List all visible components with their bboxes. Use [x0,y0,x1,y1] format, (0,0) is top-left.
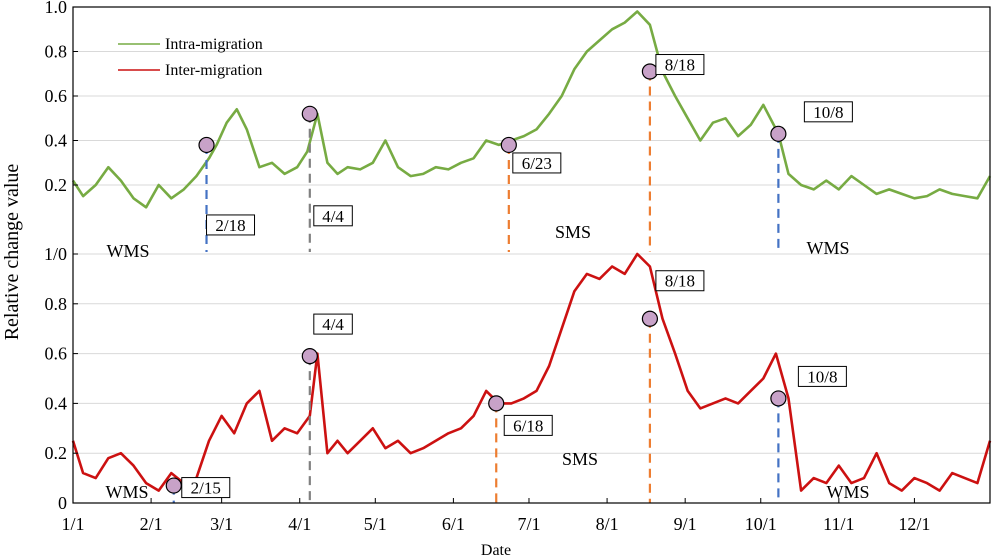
marker-label-box-bottom-0 [181,477,231,499]
y-tick-label-6: 0.8 [45,294,68,314]
marker-label-box-bottom-1 [313,313,353,335]
y-tick-label-7: 0.6 [45,344,68,364]
season-label-bottom-0: WMS [105,482,148,502]
marker-label-box-bottom-4 [797,365,847,387]
season-label-bottom-1: SMS [562,449,598,469]
y-tick-label-2: 0.6 [45,86,68,106]
x-tick-label-0: 1/1 [61,514,84,534]
y-tick-label-9: 0.2 [45,443,68,463]
marker-label-box-top-0 [206,214,256,236]
marker-bottom-4 [770,390,787,407]
x-tick-label-7: 8/1 [596,514,619,534]
y-tick-label-1: 0.8 [45,42,68,62]
marker-label-bottom-3: 8/18 [665,272,695,291]
y-tick-label-10: 0 [58,493,67,513]
marker-label-top-3: 8/18 [665,56,695,75]
annotation-layer: WMS SMS WMS WMS SMS WMS [105,222,869,502]
x-tick-label-10: 11/1 [823,514,854,534]
marker-top-1 [301,105,318,122]
series-line-bottom-0 [71,252,992,492]
x-tick-label-6: 7/1 [517,514,540,534]
y-tick-label-3: 0.4 [45,131,68,151]
marker-label-bottom-1: 4/4 [322,315,344,334]
marker-top-0 [198,136,215,154]
x-axis-label: Date [481,542,511,558]
legend: Intra-migration Inter-migration [118,36,263,79]
y-tick-label-5: 1/0 [44,244,67,264]
marker-label-bottom-0: 2/15 [191,479,221,498]
marker-label-top-0: 2/18 [215,216,245,235]
y-tick-label-4: 0.2 [45,175,68,195]
x-tick-label-8: 9/1 [674,514,697,534]
plot-frame [72,6,991,504]
x-tick-label-9: 10/1 [745,514,777,534]
marker-label-bottom-4: 10/8 [807,367,837,386]
marker-top-2 [500,136,517,154]
y-tick-label-0: 1.0 [45,0,68,17]
legend-intra-label: Intra-migration [165,36,263,53]
marker-label-box-top-1 [313,205,353,227]
x-tick-label-2: 3/1 [210,514,233,534]
marker-label-box-top-4 [803,101,853,123]
marker-label-box-bottom-2 [503,414,553,436]
x-tick-label-11: 12/1 [898,514,930,534]
marker-top-3 [641,63,659,80]
axis-layer: 1.0 0.8 0.6 0.4 0.2 1/0 0.8 0.6 0.4 0.2 01/1 2/1 3/1… [44,0,991,534]
marker-bottom-3 [641,310,659,327]
series-line-top-0 [71,10,992,209]
legend-inter-label: Inter-migration [165,62,262,79]
marker-label-box-bottom-3 [655,270,705,292]
season-label-bottom-2: WMS [826,482,869,502]
season-label-top-2: WMS [806,238,849,258]
marker-layer: 2/18 4/4 6/23 8/18 10/8 2/15 4/4 6/18 8/18 10/8 [165,54,853,503]
y-axis-label: Relative change value [1,164,23,341]
x-tick-label-3: 4/1 [288,514,311,534]
marker-label-box-top-2 [512,152,562,174]
x-tick-label-4: 5/1 [364,514,387,534]
y-tick-label-8: 0.4 [45,393,68,413]
series-layer [71,10,992,492]
marker-label-top-1: 4/4 [322,207,344,226]
marker-bottom-1 [301,347,318,365]
marker-label-box-top-3 [655,54,705,76]
season-label-top-0: WMS [106,241,149,261]
marker-label-bottom-2: 6/18 [513,416,543,435]
marker-bottom-2 [488,395,505,412]
grid-lines [73,51,990,454]
marker-bottom-0 [165,477,182,494]
marker-top-4 [770,125,787,142]
marker-label-top-2: 6/23 [522,154,552,173]
x-tick-label-1: 2/1 [140,514,163,534]
season-label-top-1: SMS [555,222,591,242]
x-tick-label-5: 6/1 [442,514,465,534]
marker-label-top-4: 10/8 [813,103,843,122]
